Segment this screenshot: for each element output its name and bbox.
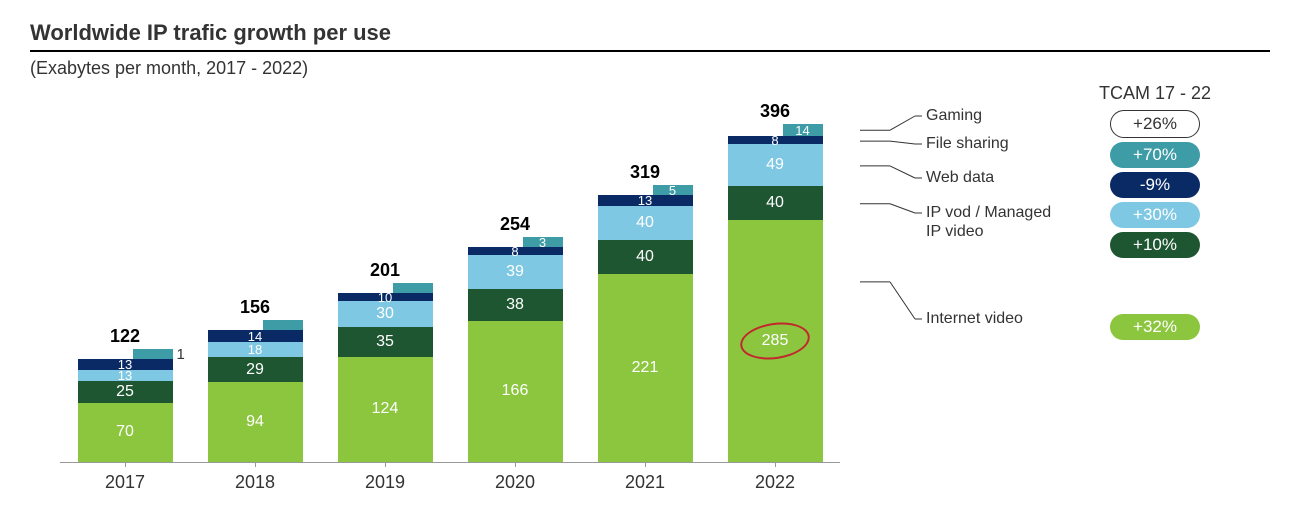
tcam-pill-3: +30% [1110, 202, 1200, 228]
seg-file_sharing-2021: 13 [598, 195, 693, 206]
seg-file_sharing-2019: 10 [338, 293, 433, 302]
bar-2017: 122702513131 [78, 326, 173, 462]
bar-2019: 201124353010 [338, 260, 433, 462]
bar-total-2020: 254 [500, 214, 530, 235]
seg-gaming-2020: 3 [523, 237, 563, 247]
seg-ip_vod-2019: 35 [338, 327, 433, 357]
seg-web_data-2018: 18 [208, 342, 303, 357]
seg-web_data-2022: 49 [728, 144, 823, 186]
seg-internet_video-2019: 124 [338, 357, 433, 462]
bar-stack-2022: 2854049814 [728, 124, 823, 462]
seg-gaming-2022: 14 [783, 124, 823, 136]
chart-title: Worldwide IP trafic growth per use [30, 20, 1270, 52]
callout-ip_vod: IP vod / ManagedIP video [926, 203, 1051, 241]
seg-file_sharing-2018: 14 [208, 330, 303, 342]
callouts-area: Gaming File sharing Web data IP vod / Manag… [860, 83, 1060, 493]
callout-internet_video: Internet video [926, 309, 1023, 328]
bars-row: 1227025131311569429181420112435301025416… [60, 93, 840, 463]
seg-web_data-2021: 40 [598, 206, 693, 240]
seg-file_sharing-2020: 8 [468, 247, 563, 255]
gaming-side-label-2017: 1 [177, 346, 185, 363]
bar-stack-2020: 166383983 [468, 237, 563, 462]
seg-internet_video-2020: 166 [468, 321, 563, 462]
x-tick-2021 [645, 462, 646, 467]
seg-web_data-2020: 39 [468, 255, 563, 288]
chart-area: 1227025131311569429181420112435301025416… [30, 83, 860, 493]
tcam-pill-4: +10% [1110, 232, 1200, 258]
callout-gaming: Gaming [926, 106, 982, 125]
seg-ip_vod-2018: 29 [208, 357, 303, 382]
x-label-2021: 2021 [598, 472, 693, 493]
tcam-pill-2: -9% [1110, 172, 1200, 198]
seg-web_data-2019: 30 [338, 301, 433, 327]
x-tick-2022 [775, 462, 776, 467]
bar-stack-2021: 2214040135 [598, 185, 693, 462]
x-tick-2018 [255, 462, 256, 467]
bar-2018: 15694291814 [208, 297, 303, 462]
bar-2022: 3962854049814 [728, 101, 823, 462]
bar-total-2019: 201 [370, 260, 400, 281]
seg-internet_video-2018: 94 [208, 382, 303, 462]
seg-internet_video-2021: 221 [598, 274, 693, 462]
chart-subtitle: (Exabytes per month, 2017 - 2022) [30, 58, 1270, 79]
chart-content: 1227025131311569429181420112435301025416… [30, 83, 1270, 493]
seg-ip_vod-2017: 25 [78, 381, 173, 402]
x-label-2019: 2019 [338, 472, 433, 493]
x-tick-2017 [125, 462, 126, 467]
seg-gaming-2018 [263, 320, 303, 330]
seg-gaming-2019 [393, 283, 433, 293]
seg-internet_video-2017: 70 [78, 403, 173, 463]
seg-gaming-2021: 5 [653, 185, 693, 195]
tcam-pill-6: +32% [1110, 314, 1200, 340]
seg-gaming-2017: 1 [133, 349, 173, 359]
bar-total-2017: 122 [110, 326, 140, 347]
tcam-pill-0: +26% [1110, 110, 1200, 138]
bar-stack-2017: 702513131 [78, 349, 173, 462]
x-tick-2020 [515, 462, 516, 467]
bar-stack-2019: 124353010 [338, 283, 433, 462]
x-label-2022: 2022 [728, 472, 823, 493]
bar-total-2022: 396 [760, 101, 790, 122]
emphasis-circle [738, 318, 812, 363]
seg-ip_vod-2022: 40 [728, 186, 823, 220]
seg-internet_video-2022: 285 [728, 220, 823, 462]
seg-ip_vod-2020: 38 [468, 289, 563, 321]
bar-stack-2018: 94291814 [208, 320, 303, 462]
bar-2020: 254166383983 [468, 214, 563, 462]
x-label-2017: 2017 [78, 472, 173, 493]
bar-total-2021: 319 [630, 162, 660, 183]
x-tick-2019 [385, 462, 386, 467]
bar-2021: 3192214040135 [598, 162, 693, 462]
seg-ip_vod-2021: 40 [598, 240, 693, 274]
callout-web_data: Web data [926, 168, 994, 187]
tcam-title: TCAM 17 - 22 [1070, 83, 1240, 104]
x-axis: 2017 2018 2019 2020 2021 2022 [60, 472, 840, 493]
tcam-panel: TCAM 17 - 22 +26% +70% -9% +30% +10% +32% [1060, 83, 1240, 344]
bar-total-2018: 156 [240, 297, 270, 318]
x-label-2018: 2018 [208, 472, 303, 493]
callout-file_sharing: File sharing [926, 134, 1009, 153]
tcam-pill-1: +70% [1110, 142, 1200, 168]
x-label-2020: 2020 [468, 472, 563, 493]
seg-file_sharing-2017: 13 [78, 359, 173, 370]
